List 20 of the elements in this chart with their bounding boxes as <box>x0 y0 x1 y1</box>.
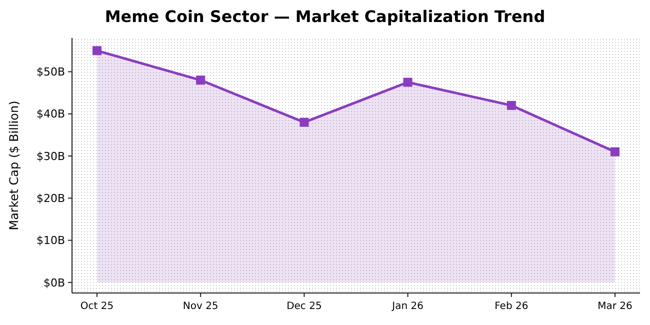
x-tick-label: Feb 26 <box>494 301 528 312</box>
x-tick-label: Mar 26 <box>598 301 632 312</box>
chart-title: Meme Coin Sector — Market Capitalization Trend <box>104 7 546 26</box>
y-tick-label: $30B <box>36 150 65 163</box>
y-tick-label: $50B <box>36 66 65 79</box>
y-tick-label: $10B <box>36 234 65 248</box>
point <box>92 46 102 56</box>
point <box>403 78 412 87</box>
x-tick-label: Oct 25 <box>80 301 114 312</box>
point <box>300 118 309 127</box>
point <box>610 147 620 156</box>
point <box>506 100 516 110</box>
y-tick-label: $40B <box>36 108 65 121</box>
x-tick-label: Nov 25 <box>182 301 218 312</box>
y-tick-label: $20B <box>36 192 65 206</box>
y-tick-label: $0B <box>43 276 65 290</box>
y-axis-title: Market Cap ($ Billion) <box>7 100 21 230</box>
point <box>196 76 206 85</box>
x-tick-label: Dec 25 <box>286 301 322 312</box>
x-tick-label: Jan 26 <box>391 301 424 312</box>
